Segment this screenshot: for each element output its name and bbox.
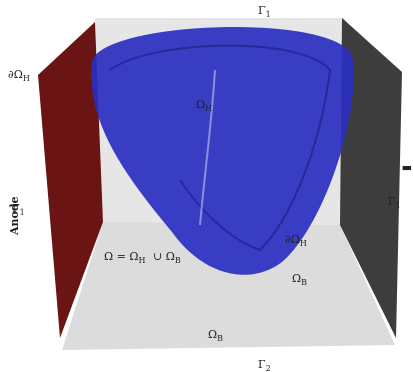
- label-subscript: 2: [266, 364, 271, 372]
- label-subscript: 1: [20, 208, 25, 217]
- label-text: Ω: [208, 328, 217, 341]
- label-text: ∪ Ω: [153, 250, 175, 263]
- label-text: Ω = Ω: [104, 250, 138, 263]
- label-subscript: B: [217, 334, 223, 343]
- label-subscript: H: [300, 239, 307, 248]
- label-subscript: 1: [266, 10, 271, 19]
- label-text: ∂Ω: [8, 68, 23, 81]
- label-subscript: H: [23, 74, 30, 83]
- label-subscript: H: [205, 104, 212, 113]
- cathode-fragment: ▮: [401, 165, 413, 171]
- label-text: Ω: [292, 272, 301, 285]
- label-subscript: H: [138, 256, 145, 265]
- label-text: Ω: [196, 98, 205, 111]
- label-subscript: B: [175, 256, 181, 265]
- label-subscript: 1: [396, 201, 401, 210]
- label-subscript: B: [301, 278, 307, 287]
- label-text: ∂Ω: [285, 233, 300, 246]
- figure: ▮ Γ1∂ΩHAnodeΓ1Γ1Ω = ΩH∪ ΩB∂ΩHΩBΩBΓ2ΩH: [0, 0, 413, 372]
